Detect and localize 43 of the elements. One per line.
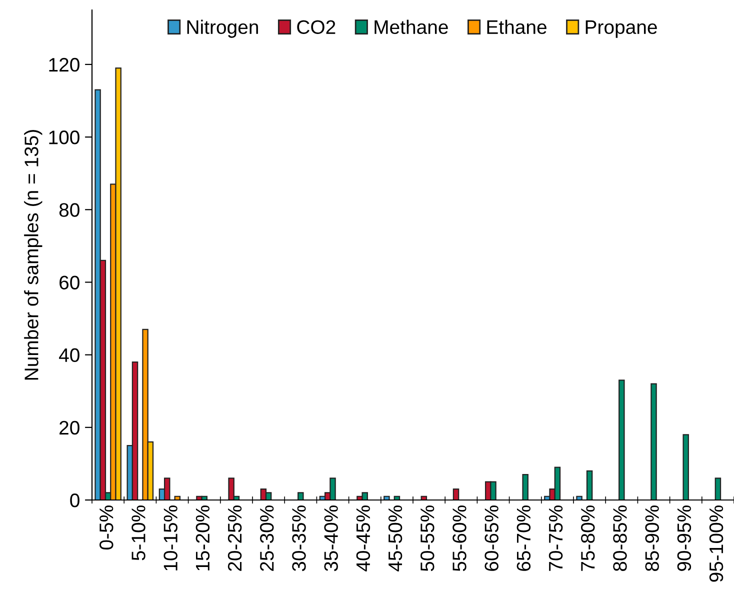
legend-label: Nitrogen <box>187 20 258 38</box>
x-tick-label: 20-25% <box>228 506 242 571</box>
x-tick-label: 40-45% <box>356 506 370 572</box>
y-tick-label: 20 <box>60 420 80 435</box>
x-tick-label: 15-20% <box>196 506 210 570</box>
bar <box>384 496 390 500</box>
x-tick-label: 5-10% <box>132 506 146 560</box>
x-tick-label: 0-5% <box>100 506 114 550</box>
bar <box>714 478 722 500</box>
y-tick-label: 0 <box>70 493 80 508</box>
bar <box>650 383 657 500</box>
x-tick-label: 65-70% <box>516 506 531 571</box>
x-tick-label: 30-35% <box>292 506 306 572</box>
y-axis-title: Number of samples (n = 135) <box>24 130 42 380</box>
x-tick-label: 55-60% <box>452 506 466 572</box>
x-tick-label: 85-90% <box>645 506 659 572</box>
legend-label: Methane <box>374 20 448 34</box>
bar <box>576 496 582 500</box>
bar <box>618 380 625 500</box>
x-tick-label: 70-75% <box>548 506 563 571</box>
y-tick-label: 60 <box>60 276 80 290</box>
y-tick-label: 100 <box>49 130 80 144</box>
bar <box>522 474 528 500</box>
bar <box>452 488 460 500</box>
y-tick-label: 40 <box>59 348 80 362</box>
y-tick-label: 80 <box>59 203 80 217</box>
x-tick-label: 80-85% <box>613 506 627 572</box>
x-tick-label: 90-95% <box>677 506 692 571</box>
y-tick-label: 120 <box>49 58 80 72</box>
legend-label: CO2 <box>297 20 336 34</box>
x-tick-label: 75-80% <box>581 506 595 571</box>
bar <box>298 492 304 500</box>
x-tick-label: 10-15% <box>164 506 178 570</box>
bar <box>682 434 689 500</box>
x-tick-label: 50-55% <box>420 506 434 572</box>
x-tick-label: 45-50% <box>388 506 402 572</box>
legend-label: Ethane <box>487 20 546 34</box>
x-tick-label: 60-65% <box>484 506 498 571</box>
x-tick-label: 35-40% <box>324 506 338 572</box>
x-tick-label: 95-100% <box>709 506 724 582</box>
x-tick-label: 25-30% <box>260 506 274 571</box>
bar <box>586 470 593 500</box>
legend-label: Propane <box>586 20 657 38</box>
